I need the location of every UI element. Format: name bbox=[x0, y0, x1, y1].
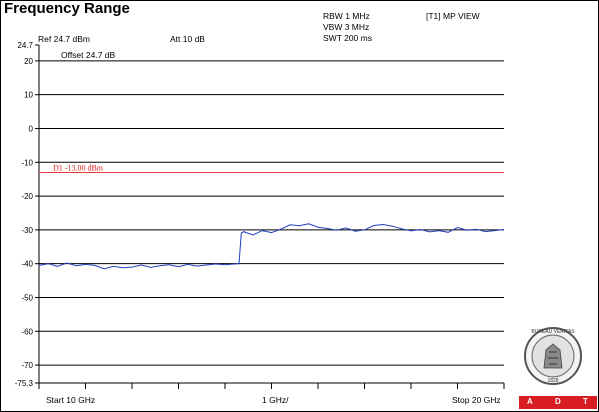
y-tick-label: -20 bbox=[21, 192, 33, 201]
y-tick-label: 20 bbox=[24, 57, 33, 66]
limit-line-label: D1 -13.00 dBm bbox=[53, 163, 104, 172]
y-tick-label: -60 bbox=[21, 327, 33, 336]
trace-mode-label: [T1] MP VIEW bbox=[426, 11, 480, 21]
span-per-div-label: 1 GHz/ bbox=[262, 395, 289, 405]
brand-letter-a: A bbox=[527, 397, 533, 406]
y-tick-label: -40 bbox=[21, 260, 33, 269]
y-tick-label: 10 bbox=[24, 91, 33, 100]
spectrum-trace bbox=[38, 223, 505, 270]
page-title: Frequency Range bbox=[4, 0, 130, 17]
y-tick-label: -75.3 bbox=[15, 379, 34, 388]
y-tick-label: 0 bbox=[29, 124, 34, 133]
brand-letter-d: D bbox=[555, 397, 561, 406]
stop-frequency-label: Stop 20 GHz bbox=[452, 395, 501, 405]
y-tick-label: -50 bbox=[21, 293, 33, 302]
offset-label: Offset 24.7 dB bbox=[61, 50, 116, 60]
bureau-veritas-logo: BUREAU VERITAS 1828 bbox=[524, 327, 582, 385]
svg-text:BUREAU VERITAS: BUREAU VERITAS bbox=[531, 329, 575, 335]
y-tick-label: -30 bbox=[21, 226, 33, 235]
svg-text:1828: 1828 bbox=[547, 378, 558, 384]
y-tick-label: -10 bbox=[21, 158, 33, 167]
sweep-time-label: SWT 200 ms bbox=[323, 33, 372, 43]
y-tick-label: 24.7 bbox=[17, 41, 33, 50]
rbw-label: RBW 1 MHz bbox=[323, 11, 370, 21]
ref-level-label: Ref 24.7 dBm bbox=[38, 34, 90, 44]
attenuation-label: Att 10 dB bbox=[170, 34, 205, 44]
adt-brand-bar: A D T bbox=[519, 396, 597, 409]
start-frequency-label: Start 10 GHz bbox=[46, 395, 96, 405]
y-tick-label: -70 bbox=[21, 361, 33, 370]
vbw-label: VBW 3 MHz bbox=[323, 22, 370, 32]
brand-letter-t: T bbox=[583, 397, 588, 406]
